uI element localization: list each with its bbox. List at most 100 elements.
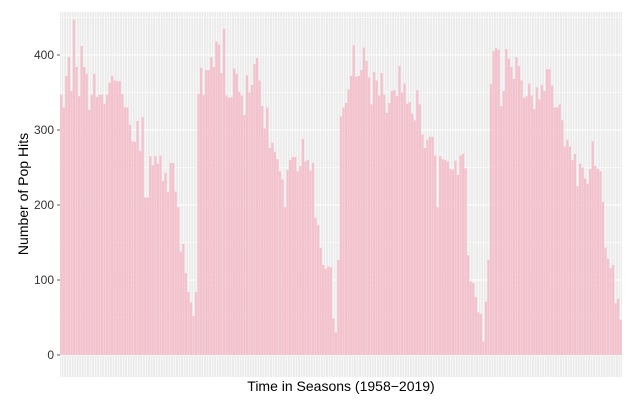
bar [370, 104, 373, 355]
bar [136, 121, 139, 355]
bar [138, 151, 142, 355]
bar [388, 103, 391, 355]
bar [255, 58, 259, 355]
bar [286, 169, 289, 355]
bar [166, 192, 170, 355]
bar [558, 104, 561, 355]
bar [507, 58, 510, 355]
bar [477, 312, 480, 355]
bar [360, 70, 363, 355]
bar [479, 313, 483, 355]
bar [227, 97, 231, 355]
bar [141, 117, 144, 355]
x-axis-title: Time in Seasons (1958−2019) [247, 378, 434, 394]
bar [217, 44, 221, 355]
bar [184, 273, 188, 355]
bar [380, 73, 383, 355]
y-tick-label: 300 [34, 123, 54, 137]
bar [88, 109, 91, 355]
bar [367, 77, 371, 355]
bar [502, 91, 505, 355]
bar [65, 76, 68, 355]
bar [245, 75, 249, 355]
bar [604, 247, 607, 355]
bar [304, 161, 307, 355]
bar [611, 265, 615, 355]
bar [294, 157, 297, 355]
bar [309, 170, 312, 355]
bar [311, 163, 315, 355]
bar [240, 95, 243, 355]
bar [378, 95, 381, 355]
bar [433, 155, 437, 355]
bar [411, 113, 414, 355]
bar [535, 87, 538, 355]
bar [327, 266, 330, 355]
bar [276, 159, 279, 355]
bar [403, 83, 406, 355]
bar [594, 166, 597, 355]
bar [395, 96, 399, 355]
bar [261, 106, 264, 355]
bar [469, 281, 472, 355]
bar [250, 85, 254, 355]
bar [568, 146, 572, 355]
bar [189, 302, 193, 355]
bar [342, 107, 345, 355]
bar [230, 97, 233, 355]
bar [149, 156, 152, 355]
bar [494, 48, 498, 355]
bar [67, 57, 71, 355]
bar [146, 197, 149, 355]
bar [566, 139, 569, 355]
bar [449, 169, 452, 355]
bar [243, 115, 246, 355]
bar [581, 167, 584, 355]
bar [253, 64, 256, 355]
bar [436, 207, 439, 355]
bar [144, 197, 147, 355]
bar [123, 107, 126, 355]
bar [522, 97, 526, 355]
bar [489, 84, 493, 355]
bar [322, 265, 325, 355]
bar [329, 267, 332, 355]
bar [301, 139, 304, 355]
bar [296, 171, 299, 355]
bar [428, 136, 432, 355]
bar [390, 91, 394, 355]
bar [497, 49, 500, 355]
bar [464, 168, 467, 355]
bar [194, 292, 198, 355]
bar [212, 67, 215, 355]
bar [299, 166, 302, 355]
bar [606, 259, 610, 355]
bar [487, 259, 490, 355]
bar [365, 61, 368, 355]
bar [271, 142, 274, 355]
bar [525, 96, 528, 355]
bar [77, 96, 81, 355]
bar [156, 163, 160, 355]
bar [93, 73, 96, 355]
bar [492, 51, 495, 355]
bar [482, 341, 485, 355]
bar [164, 172, 167, 355]
bar [456, 175, 460, 355]
bar [118, 81, 121, 355]
bar [225, 95, 228, 355]
bar [72, 19, 76, 355]
bar [172, 163, 175, 355]
bar [177, 207, 180, 355]
bar [543, 91, 546, 355]
bar [85, 73, 88, 355]
bar [273, 151, 277, 355]
bar [444, 160, 447, 355]
bar [545, 69, 549, 355]
bar [159, 155, 162, 355]
bar [601, 202, 605, 355]
bar [110, 76, 114, 355]
y-tick-label: 400 [34, 48, 54, 62]
bar [553, 107, 556, 355]
